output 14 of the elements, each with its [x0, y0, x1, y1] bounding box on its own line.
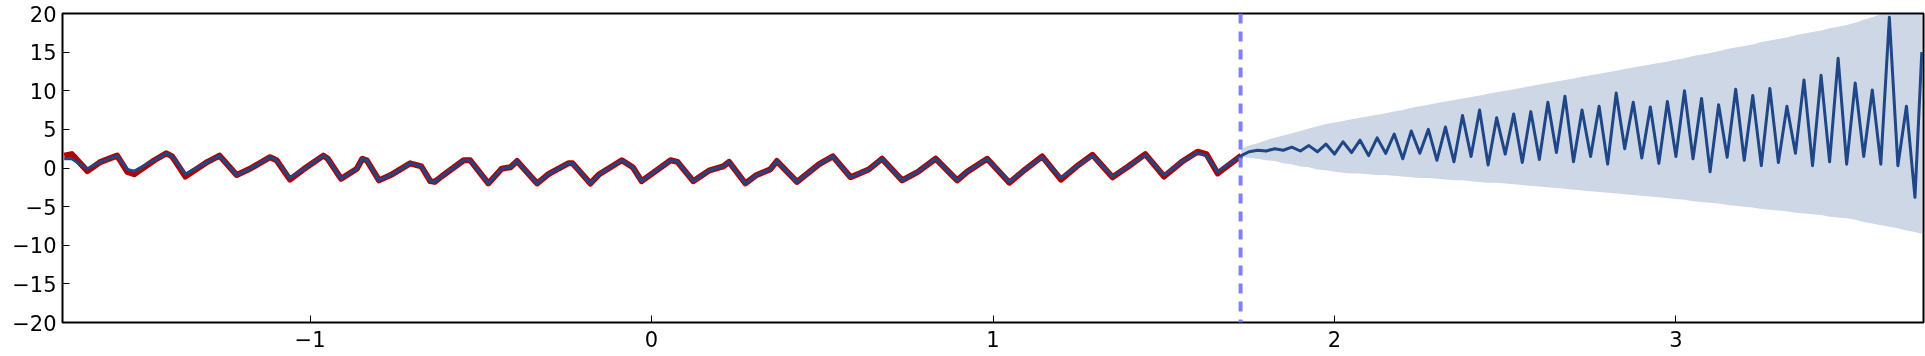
y-tick-label: 15: [29, 41, 57, 66]
x-tick-label: 0: [644, 327, 659, 352]
x-tick-label: −1: [294, 327, 326, 352]
x-tick-label: 1: [986, 327, 1000, 352]
y-tick-label: 5: [43, 118, 57, 143]
y-tick-label: −10: [12, 234, 57, 259]
y-tick-label: 10: [29, 79, 57, 104]
x-tick-label: 3: [1669, 327, 1683, 352]
y-tick-label: −5: [25, 195, 57, 220]
y-tick-label: −20: [12, 311, 57, 336]
y-tick-label: 0: [43, 157, 57, 181]
y-tick-label: 20: [29, 2, 57, 27]
y-tick-label: −15: [12, 272, 57, 297]
x-tick-label: 2: [1327, 327, 1342, 352]
